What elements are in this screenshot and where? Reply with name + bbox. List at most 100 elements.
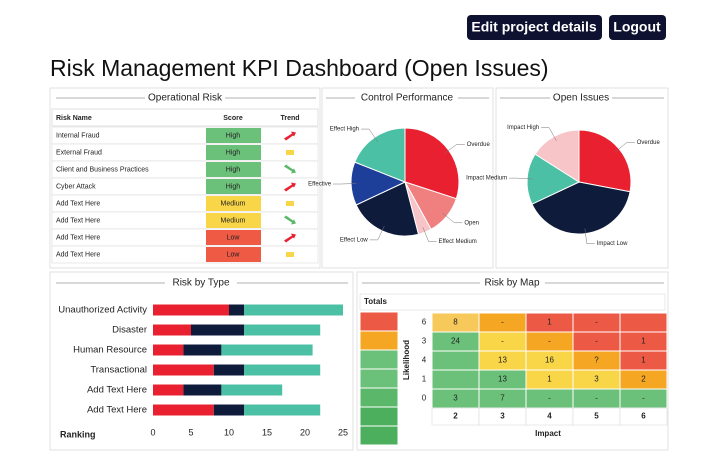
trend-icon bbox=[284, 215, 296, 225]
x-axis-label: Ranking bbox=[60, 429, 96, 439]
column-header: Score bbox=[223, 115, 243, 122]
bar-segment bbox=[244, 404, 321, 416]
trend-icon bbox=[284, 164, 296, 174]
score: Medium bbox=[221, 200, 246, 207]
edit-button[interactable]: Edit project details bbox=[467, 15, 602, 40]
logout-button-label[interactable]: Logout bbox=[613, 19, 661, 35]
column-label: 6 bbox=[641, 412, 646, 421]
cell-value: - bbox=[595, 318, 598, 327]
score-cell bbox=[206, 213, 261, 228]
leader-line bbox=[444, 144, 465, 154]
score: Medium bbox=[221, 217, 246, 224]
cell-value: 2 bbox=[641, 375, 646, 384]
bar-segment bbox=[153, 364, 214, 376]
score: Low bbox=[227, 251, 241, 258]
panel-ornaments bbox=[56, 97, 664, 284]
column-label: 5 bbox=[594, 412, 599, 421]
bar-segment bbox=[191, 324, 245, 336]
risk-name: Add Text Here bbox=[56, 234, 100, 241]
cell-value: 7 bbox=[500, 394, 505, 403]
category-label: Human Resource bbox=[73, 345, 147, 356]
panel-title: Risk by Type bbox=[172, 278, 229, 289]
edit-button-label[interactable]: Edit project details bbox=[471, 19, 596, 35]
leader-line bbox=[369, 225, 385, 241]
leader-line bbox=[614, 142, 635, 153]
cell-value: 16 bbox=[545, 356, 554, 365]
x-axis-label: Impact bbox=[535, 429, 561, 438]
bar-segment bbox=[213, 404, 245, 416]
score: High bbox=[226, 149, 241, 156]
bar-segment bbox=[244, 364, 321, 376]
risk-name: Add Text Here bbox=[56, 217, 100, 224]
column-label: 4 bbox=[547, 412, 552, 421]
heat-cell bbox=[619, 312, 668, 333]
bar-segment bbox=[244, 304, 343, 316]
score: High bbox=[226, 166, 241, 173]
page-title: Risk Management KPI Dashboard (Open Issu… bbox=[50, 55, 549, 81]
bar-segment bbox=[229, 304, 245, 316]
cell-value: 3 bbox=[453, 394, 458, 403]
cell-value: 13 bbox=[498, 356, 507, 365]
slice-label: Overdue bbox=[637, 140, 661, 146]
y-axis-label: Likelihood bbox=[402, 340, 411, 380]
x-tick-label: 10 bbox=[224, 427, 234, 437]
cell-value: ? bbox=[594, 356, 599, 365]
risk-name: Add Text Here bbox=[56, 251, 100, 258]
score-cell bbox=[206, 230, 261, 245]
column-header: Trend bbox=[280, 115, 299, 122]
risk-name: Cyber Attack bbox=[56, 183, 96, 190]
cell-value: 1 bbox=[641, 337, 646, 346]
row-label: 3 bbox=[422, 337, 427, 346]
column-label: 3 bbox=[500, 412, 505, 421]
bar-segment bbox=[153, 404, 214, 416]
slice-label: Effect Low bbox=[340, 237, 369, 243]
bar-segment bbox=[244, 324, 321, 336]
score: Low bbox=[227, 234, 241, 241]
bar-segment bbox=[221, 344, 313, 356]
logout-button[interactable]: Logout bbox=[609, 15, 666, 40]
slice-label: Open bbox=[464, 220, 479, 226]
slice-label: Impact Low bbox=[597, 241, 628, 247]
bar-segment bbox=[213, 364, 245, 376]
cell-value: - bbox=[501, 337, 504, 346]
bar-segment bbox=[183, 344, 222, 356]
trend-icon bbox=[284, 182, 296, 192]
score: High bbox=[226, 132, 241, 139]
bar-segment bbox=[153, 344, 184, 356]
cell-value: - bbox=[595, 337, 598, 346]
slice-label: Effect High bbox=[330, 127, 359, 133]
x-tick-label: 25 bbox=[338, 427, 348, 437]
panel-title: Risk by Map bbox=[484, 278, 539, 289]
row-label: 4 bbox=[422, 356, 427, 365]
score-cell bbox=[206, 179, 261, 194]
bar-segment bbox=[153, 384, 184, 396]
bar-segment bbox=[183, 384, 222, 396]
cell-value: - bbox=[642, 394, 645, 403]
cell-value: - bbox=[501, 318, 504, 327]
table-header bbox=[51, 108, 319, 127]
cell-value: 1 bbox=[547, 318, 552, 327]
leader-line bbox=[584, 228, 595, 244]
panel-title: Open Issues bbox=[553, 93, 609, 104]
trend-icon bbox=[286, 150, 294, 155]
totals-header bbox=[359, 293, 666, 311]
totals-column bbox=[359, 311, 399, 446]
leader-line bbox=[509, 177, 533, 180]
slice-label: Impact High bbox=[507, 125, 539, 131]
x-tick-label: 15 bbox=[262, 427, 272, 437]
slice-label: Impact Medium bbox=[466, 176, 507, 182]
risk-name: External Fraud bbox=[56, 149, 102, 156]
bar-segment bbox=[221, 384, 283, 396]
category-label: Add Text Here bbox=[87, 405, 147, 416]
category-label: Transactional bbox=[90, 365, 147, 376]
x-tick-label: 0 bbox=[150, 427, 155, 437]
cell-value: 3 bbox=[594, 375, 599, 384]
leader-line bbox=[442, 212, 463, 224]
heat-cell bbox=[431, 350, 480, 371]
column-label: 2 bbox=[453, 412, 458, 421]
slice-label: Overdue bbox=[467, 142, 491, 148]
score-cell bbox=[206, 145, 261, 160]
bar-segment bbox=[153, 304, 229, 316]
score-cell bbox=[206, 128, 261, 143]
